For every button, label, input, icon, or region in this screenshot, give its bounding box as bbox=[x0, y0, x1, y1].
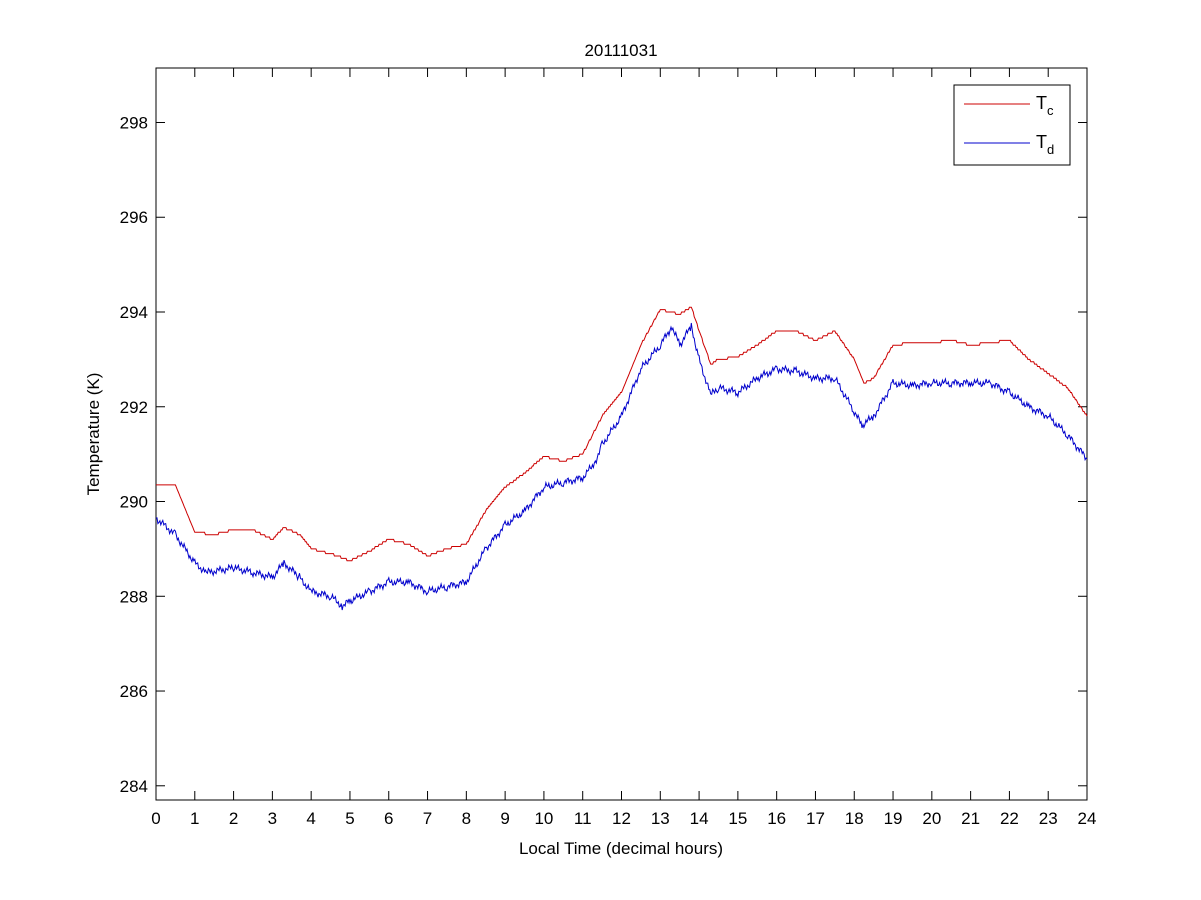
x-tick-label: 0 bbox=[151, 809, 160, 828]
chart-title: 20111031 bbox=[584, 41, 657, 60]
x-tick-label: 14 bbox=[690, 809, 709, 828]
y-tick-label: 292 bbox=[120, 398, 148, 417]
x-tick-label: 21 bbox=[961, 809, 980, 828]
x-tick-label: 5 bbox=[345, 809, 354, 828]
x-tick-label: 23 bbox=[1039, 809, 1058, 828]
x-tick-label: 10 bbox=[534, 809, 553, 828]
plot-area bbox=[155, 67, 1088, 801]
x-tick-label: 7 bbox=[423, 809, 432, 828]
x-tick-label: 3 bbox=[268, 809, 277, 828]
x-tick-label: 11 bbox=[574, 809, 592, 828]
x-tick-label: 6 bbox=[384, 809, 393, 828]
legend: Tc Td bbox=[953, 84, 1071, 166]
y-tick-label: 296 bbox=[120, 208, 148, 227]
y-tick-label: 290 bbox=[120, 493, 148, 512]
x-tick-label: 8 bbox=[462, 809, 471, 828]
x-tick-label: 13 bbox=[651, 809, 670, 828]
y-tick-label: 284 bbox=[120, 777, 148, 796]
x-tick-label: 4 bbox=[306, 809, 315, 828]
x-tick-label: 15 bbox=[728, 809, 747, 828]
y-axis-label: Temperature (K) bbox=[84, 373, 103, 496]
y-tick-label: 294 bbox=[120, 303, 148, 322]
x-tick-label: 16 bbox=[767, 809, 786, 828]
x-tick-label: 20 bbox=[922, 809, 941, 828]
x-tick-label: 9 bbox=[500, 809, 509, 828]
x-tick-label: 2 bbox=[229, 809, 238, 828]
x-tick-label: 1 bbox=[190, 809, 199, 828]
legend-label-td: Td bbox=[1036, 132, 1054, 157]
x-tick-label: 19 bbox=[884, 809, 903, 828]
x-axis-label: Local Time (decimal hours) bbox=[519, 839, 723, 858]
x-tick-label: 12 bbox=[612, 809, 631, 828]
x-tick-label: 17 bbox=[806, 809, 825, 828]
legend-box bbox=[953, 84, 1071, 166]
x-tick-label: 24 bbox=[1078, 809, 1097, 828]
y-tick-label: 286 bbox=[120, 682, 148, 701]
series-line-td bbox=[155, 322, 1088, 611]
x-tick-label: 18 bbox=[845, 809, 864, 828]
y-tick-label: 288 bbox=[120, 587, 148, 606]
x-tick-label: 22 bbox=[1000, 809, 1019, 828]
legend-label-tc: Tc bbox=[1036, 93, 1054, 118]
series-line-tc bbox=[156, 306, 1088, 562]
y-tick-label: 298 bbox=[120, 113, 148, 132]
